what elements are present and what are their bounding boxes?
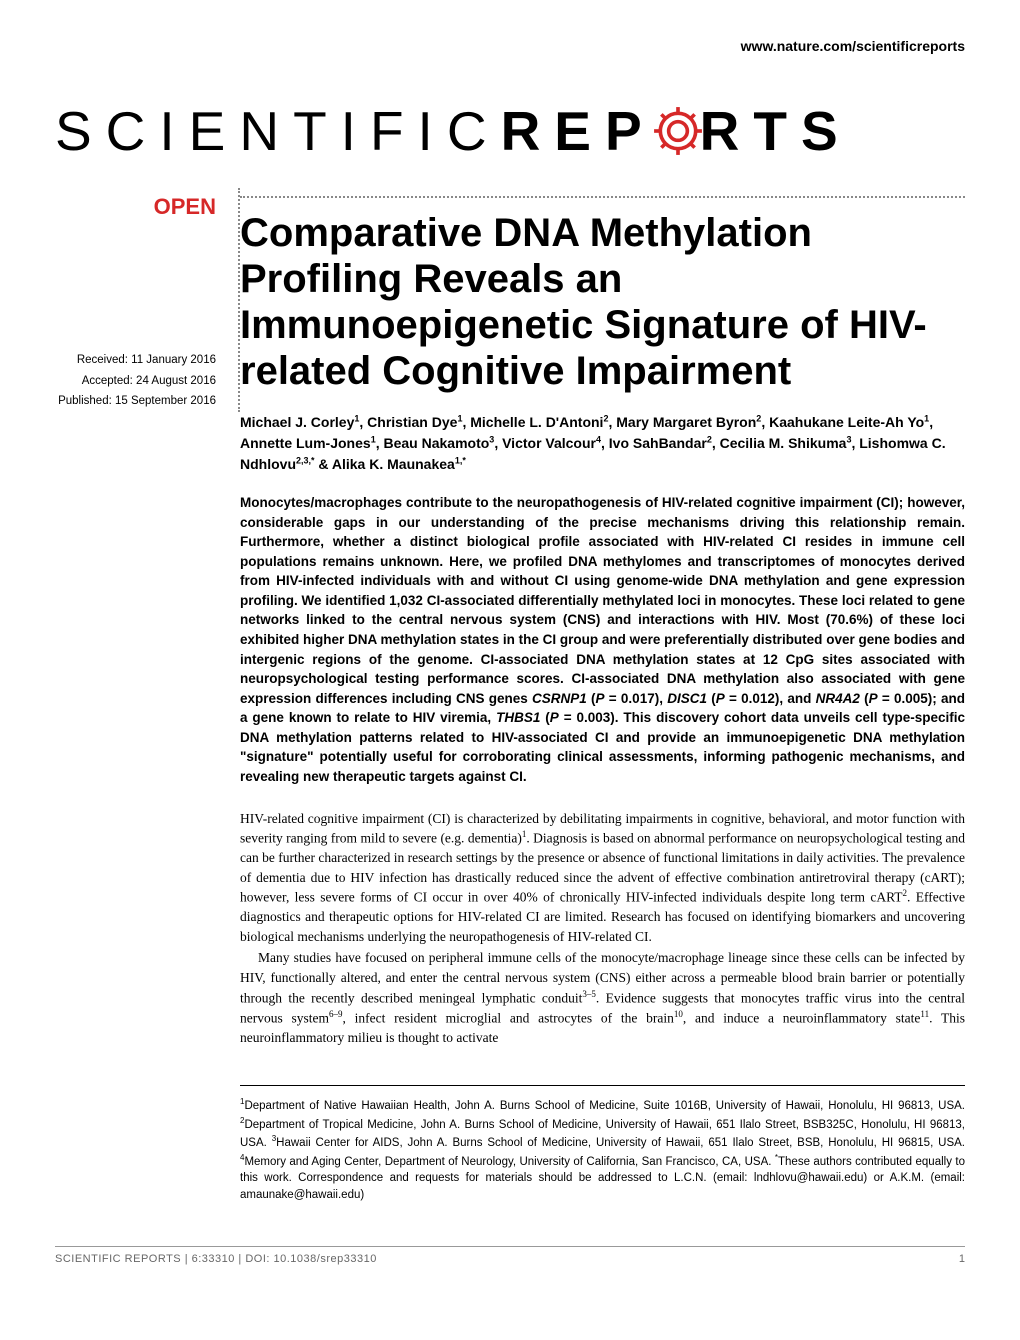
- accepted-date: Accepted: 24 August 2016: [55, 371, 216, 392]
- publication-dates: Received: 11 January 2016 Accepted: 24 A…: [55, 350, 216, 412]
- content-grid: OPEN Received: 11 January 2016 Accepted:…: [55, 188, 965, 1204]
- open-access-badge: OPEN: [55, 194, 216, 220]
- journal-logo: SCIENTIFIC REP: [55, 99, 965, 163]
- footer-page-number: 1: [959, 1253, 965, 1265]
- footer-citation: SCIENTIFIC REPORTS | 6:33310 | DOI: 10.1…: [55, 1253, 377, 1265]
- published-date: Published: 15 September 2016: [55, 391, 216, 412]
- affiliations: 1Department of Native Hawaiian Health, J…: [240, 1085, 965, 1203]
- abstract: Monocytes/macrophages contribute to the …: [240, 493, 965, 786]
- header-link[interactable]: www.nature.com/scientificreports: [55, 38, 965, 54]
- body-paragraph-1: HIV-related cognitive impairment (CI) is…: [240, 809, 965, 947]
- logo-part2-after: RTS: [700, 99, 852, 163]
- left-spacer: [55, 412, 240, 1204]
- page-container: www.nature.com/scientificreports SCIENTI…: [0, 0, 1020, 1340]
- article-title: Comparative DNA Methylation Profiling Re…: [240, 210, 965, 394]
- gear-icon: [652, 105, 704, 157]
- body-paragraph-2: Many studies have focused on peripheral …: [240, 948, 965, 1047]
- right-column: Michael J. Corley1, Christian Dye1, Mich…: [240, 412, 965, 1204]
- received-date: Received: 11 January 2016: [55, 350, 216, 371]
- left-column: OPEN Received: 11 January 2016 Accepted:…: [55, 188, 240, 412]
- page-footer: SCIENTIFIC REPORTS | 6:33310 | DOI: 10.1…: [55, 1246, 965, 1265]
- logo-part1: SCIENTIFIC: [55, 99, 501, 163]
- author-list: Michael J. Corley1, Christian Dye1, Mich…: [240, 412, 965, 475]
- logo-part2-before: REP: [501, 99, 656, 163]
- title-cell: Comparative DNA Methylation Profiling Re…: [240, 188, 965, 412]
- body-text: HIV-related cognitive impairment (CI) is…: [240, 809, 965, 1048]
- logo-text: SCIENTIFIC REP: [55, 99, 852, 163]
- dotted-separator: [240, 196, 965, 198]
